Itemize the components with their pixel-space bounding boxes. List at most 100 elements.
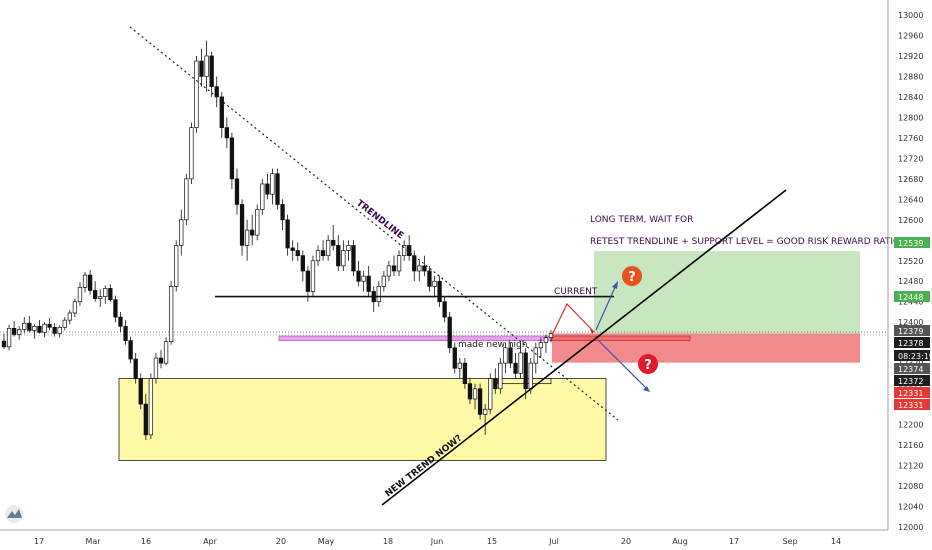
candle xyxy=(483,404,488,435)
candle-body xyxy=(503,347,508,364)
price-tick-label: 12120 xyxy=(898,462,923,471)
price-badges: 12539 12448 12379 12378 08:23:19 12374 12372 12… xyxy=(894,237,932,410)
candle xyxy=(361,271,366,292)
price-badge-text: 12331 xyxy=(898,389,923,398)
candle xyxy=(219,91,224,138)
time-axis[interactable]: 17 Mar 16 Apr 20 May 18 Jun 15 Jul 20 Aug 17 Sep 14 xyxy=(34,537,841,546)
candle xyxy=(163,337,169,366)
candle-body xyxy=(513,362,518,374)
candle-body xyxy=(179,219,184,246)
made-new-high-label: made new high xyxy=(458,340,527,350)
svg-text:?: ? xyxy=(628,270,636,285)
time-tick-label: Sep xyxy=(782,537,797,546)
candle xyxy=(477,383,483,420)
candle-body xyxy=(477,388,483,415)
candle xyxy=(472,383,478,410)
candle xyxy=(47,318,52,331)
candle xyxy=(310,255,316,297)
candle xyxy=(174,240,179,292)
candle-body xyxy=(265,183,270,195)
candle-body xyxy=(432,280,437,287)
candle-body xyxy=(361,275,366,282)
candle xyxy=(11,321,17,337)
price-tick-label: 12200 xyxy=(898,421,923,430)
candle-body xyxy=(320,250,326,256)
candle-body xyxy=(239,204,245,246)
candle xyxy=(366,265,371,297)
candle-body xyxy=(199,60,204,77)
price-badge-text: 12539 xyxy=(898,239,923,248)
candle-body xyxy=(376,286,381,303)
candle-body xyxy=(133,358,138,379)
candle xyxy=(270,168,275,205)
candle-body xyxy=(62,319,67,328)
candle-body xyxy=(538,342,544,349)
candle xyxy=(432,276,437,297)
time-tick-label: 16 xyxy=(141,537,151,546)
candle xyxy=(6,324,12,351)
price-badge-text: 12448 xyxy=(898,293,923,302)
candle-body xyxy=(219,96,224,128)
candle xyxy=(194,55,199,133)
retest-label: RETEST TRENDLINE + SUPPORT LEVEL = GOOD … xyxy=(590,237,900,247)
candle-body xyxy=(447,316,452,349)
ascending-trendline[interactable] xyxy=(381,189,787,506)
candle-body xyxy=(290,247,295,251)
candle-body xyxy=(356,270,361,282)
candle xyxy=(133,352,138,384)
candle xyxy=(346,240,351,261)
candle-body xyxy=(52,326,57,334)
candle-body xyxy=(163,341,169,364)
candle-body xyxy=(295,250,300,256)
candle-body xyxy=(244,229,250,246)
candle-body xyxy=(32,325,37,331)
candle xyxy=(498,358,503,394)
price-badge: 12378 xyxy=(894,337,930,348)
candle-body xyxy=(437,280,442,303)
time-tick-label: 17 xyxy=(729,537,739,546)
price-badge: 12374 xyxy=(894,363,930,374)
candle xyxy=(351,240,356,277)
tradingview-logo-icon[interactable] xyxy=(5,505,23,523)
candle xyxy=(305,265,311,302)
candle xyxy=(234,168,240,215)
candle xyxy=(437,276,442,307)
candle-body xyxy=(417,265,422,272)
candle-body xyxy=(103,288,108,297)
candle xyxy=(386,260,392,282)
candle xyxy=(27,316,32,333)
candle xyxy=(87,269,93,295)
candle xyxy=(488,373,493,415)
candle xyxy=(37,320,42,334)
candle-body xyxy=(498,362,503,390)
price-tick-label: 12080 xyxy=(898,482,923,491)
candle-body xyxy=(1,340,7,348)
candle xyxy=(381,271,387,292)
candle xyxy=(199,48,204,87)
candle xyxy=(209,51,214,97)
question-icon: ? xyxy=(622,266,642,286)
price-badge-bg xyxy=(894,387,930,398)
candle xyxy=(32,324,37,339)
candle xyxy=(315,245,321,266)
candle xyxy=(82,272,88,293)
candle-body xyxy=(42,323,47,333)
price-tick-label: 13000 xyxy=(898,11,923,20)
candle-body xyxy=(229,137,235,180)
candle xyxy=(331,224,336,251)
candle-body xyxy=(93,290,98,299)
candle-body xyxy=(37,325,42,333)
price-tick-label: 12760 xyxy=(898,134,923,143)
time-tick-label: 14 xyxy=(831,537,841,546)
candle xyxy=(523,347,528,399)
candle-body xyxy=(17,329,22,335)
candle-body xyxy=(300,255,305,272)
current-label: CURRENT xyxy=(554,287,598,297)
question-icon: ? xyxy=(638,354,658,374)
candle xyxy=(67,309,72,325)
candle-body xyxy=(214,86,219,98)
candle xyxy=(285,214,290,256)
candle xyxy=(179,209,184,256)
candle xyxy=(462,358,468,389)
